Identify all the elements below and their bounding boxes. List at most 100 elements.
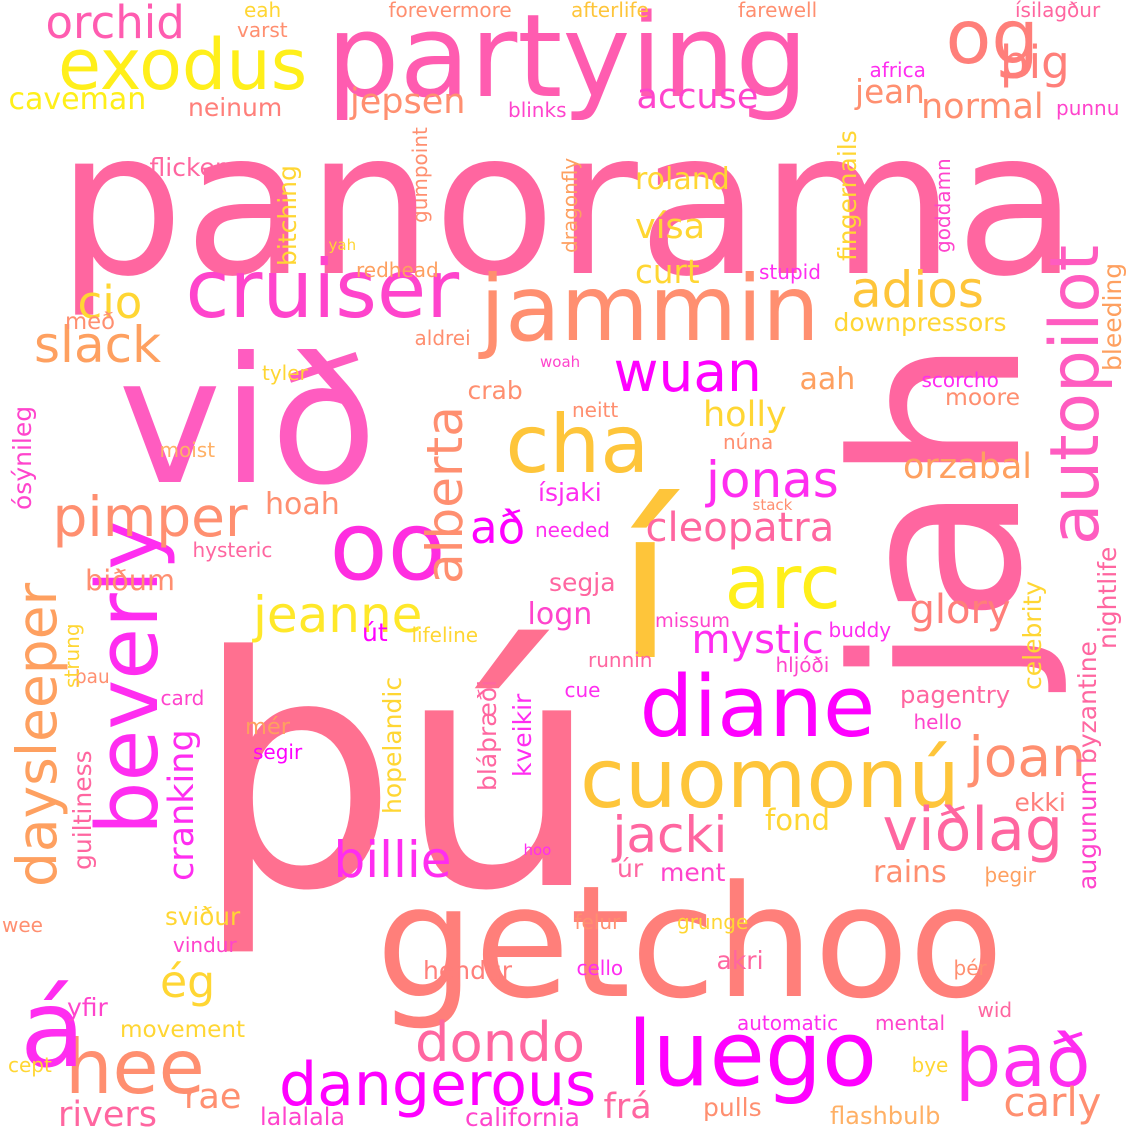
word-hendur: hendur — [423, 956, 513, 985]
word-bitching: bitching — [273, 164, 302, 266]
word-cranking: cranking — [162, 729, 202, 881]
word-akri: akri — [716, 946, 764, 975]
word-jepsen: jepsen — [350, 82, 466, 122]
word-automatic: automatic — [737, 1011, 839, 1035]
word-segir: segir — [253, 740, 303, 764]
word-eg: ég — [160, 956, 216, 1008]
word-gumpoint: gumpoint — [408, 127, 432, 223]
word-ad: að — [470, 501, 526, 554]
word-flashbulb: flashbulb — [830, 1101, 941, 1130]
word-cruiser: cruiser — [185, 243, 460, 336]
word-vidlag: viðlag — [882, 795, 1063, 865]
word-osynileg: ósýnileg — [8, 405, 37, 510]
word-jammin: jammin — [480, 256, 820, 362]
word-hoo: hoo — [523, 841, 552, 859]
word-fra: frá — [603, 1087, 652, 1127]
word-wid: wid — [977, 998, 1013, 1022]
word-roland: roland — [635, 162, 730, 197]
word-alberta: alberta — [416, 406, 474, 584]
word-blathraedi: bláþræði — [473, 679, 502, 791]
word-eah: eah — [244, 0, 282, 22]
word-glory: glory — [909, 587, 1011, 633]
word-byzantine: byzantine — [1073, 641, 1102, 764]
word-felur: felur — [574, 910, 621, 934]
word-jacki: jacki — [612, 806, 728, 864]
word-svidur: sviður — [165, 902, 241, 931]
word-ur: úr — [617, 854, 644, 883]
word-nuna: núna — [723, 430, 774, 454]
word-rains: rains — [873, 855, 947, 890]
word-grunge: grunge — [677, 910, 749, 934]
word-med: með — [65, 309, 116, 335]
word-hello: hello — [913, 710, 962, 734]
word-stack: stack — [752, 496, 793, 514]
word-ekki: ekki — [1014, 788, 1066, 817]
word-hysteric: hysteric — [192, 538, 273, 562]
word-scorcho: scorcho — [921, 368, 999, 392]
word-hljodi: hljóði — [775, 653, 830, 677]
word-dangerous: dangerous — [279, 1050, 597, 1120]
word-ment: ment — [660, 858, 726, 887]
word-downpressors: downpressors — [833, 308, 1007, 337]
word-vid: við — [118, 321, 378, 524]
word-visa: vísa — [635, 207, 706, 247]
word-mer: mér — [245, 714, 291, 740]
word-billie: billie — [333, 831, 452, 889]
word-moist: moist — [159, 438, 216, 462]
word-dragonfly: dragonfly — [558, 157, 582, 253]
word-africa: africa — [869, 58, 926, 82]
word-hopelandic: hopelandic — [378, 676, 407, 814]
word-crab: crab — [467, 376, 523, 405]
word-thad: það — [955, 1019, 1091, 1104]
word-accuse: accuse — [636, 77, 759, 117]
word-neitt: neitt — [572, 398, 619, 422]
word-normal: normal — [921, 87, 1044, 127]
word-cio: cio — [77, 276, 143, 329]
word-movement: movement — [120, 1017, 246, 1043]
word-holly: holly — [703, 395, 787, 435]
word-thig: þig — [1000, 36, 1070, 89]
word-pagentry: pagentry — [900, 679, 1011, 709]
word-thu: þú — [195, 589, 601, 961]
word-aah: aah — [799, 362, 856, 397]
word-nightlife: nightlife — [1093, 546, 1122, 649]
word-hee: hee — [65, 1023, 205, 1111]
word-cello: cello — [576, 956, 624, 980]
word-isilagdur: ísilagður — [1015, 0, 1101, 22]
word-partying: partying — [326, 0, 809, 124]
word-flicker: flicker — [149, 153, 226, 182]
word-jeanne: jeanne — [253, 586, 423, 644]
word-lifeline: lifeline — [411, 623, 479, 647]
word-oo: oo — [329, 492, 446, 602]
word-yfir: yfir — [67, 993, 108, 1022]
word-bye: bye — [911, 1053, 949, 1077]
word-kveikir: kveikir — [508, 693, 537, 777]
word-lalalala: lalalala — [260, 1102, 345, 1131]
word-forevermore: forevermore — [388, 0, 512, 22]
word-logn: logn — [527, 597, 593, 632]
word-cha: cha — [505, 398, 650, 491]
word-blinks: blinks — [508, 98, 567, 122]
word-curt: curt — [635, 253, 700, 291]
word-neinum: neinum — [188, 93, 283, 122]
word-ut: út — [362, 618, 388, 647]
word-thau: þau — [75, 667, 110, 688]
word-arc: arc — [724, 538, 841, 626]
word-bidum: biðum — [85, 562, 175, 597]
word-joan: joan — [968, 725, 1087, 789]
word-hoah: hoah — [265, 487, 340, 522]
word-carly: carly — [1003, 1080, 1102, 1126]
word-panorama: panorama — [57, 88, 1078, 321]
word-thegir: þegir — [984, 863, 1036, 887]
word-orzabal: orzabal — [903, 447, 1033, 487]
word-jonas: jonas — [706, 451, 839, 509]
word-rivers: rivers — [58, 1095, 157, 1132]
word-varst: varst — [237, 18, 288, 42]
word-jean: jean — [855, 73, 925, 111]
word-getchoo: getchoo — [376, 852, 1004, 1033]
word-diane: diane — [639, 658, 876, 757]
word-dondo: dondo — [415, 1010, 585, 1074]
word-goddamn: goddamn — [931, 157, 955, 253]
word-og: og — [945, 0, 1040, 81]
